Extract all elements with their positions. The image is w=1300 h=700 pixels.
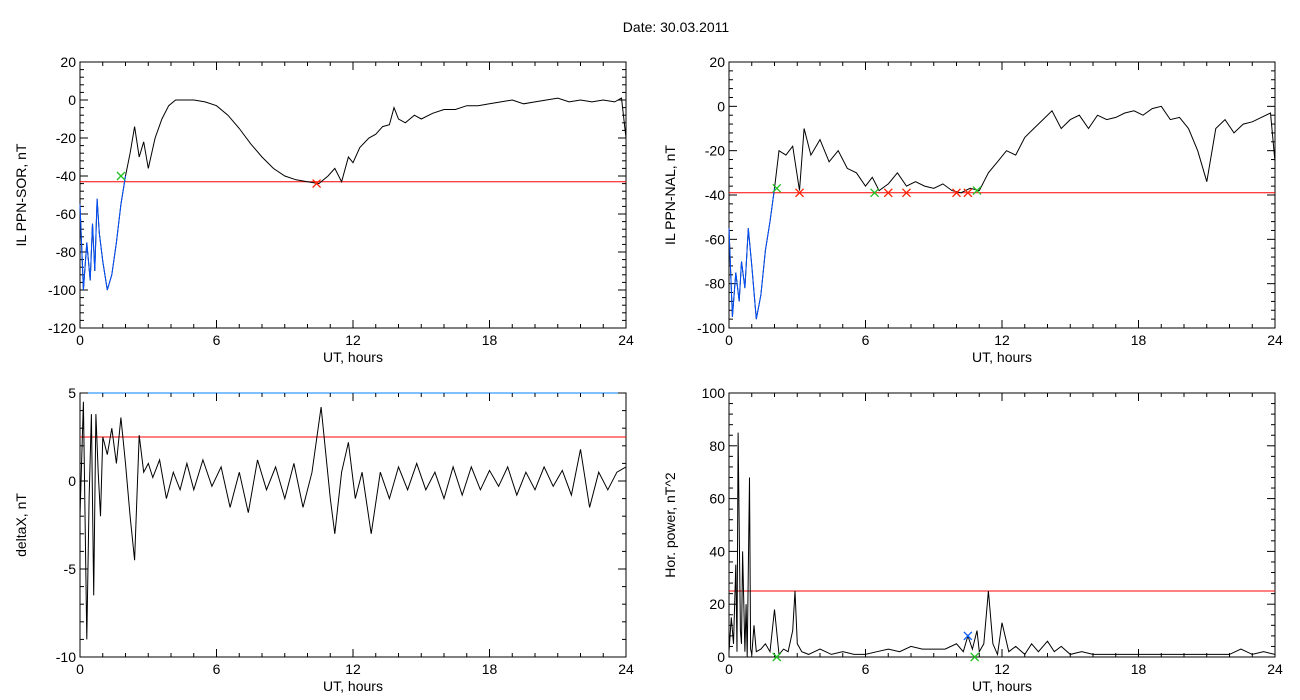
hor-power-marker [970, 652, 980, 662]
hor-power-marker [963, 631, 973, 641]
il-ppn-nal-chart: 0 6 12 18 24 -100 -80 -60 -40 -20 0 20 UT, hours IL P… [662, 54, 1283, 365]
hor-power-ytick-label: 20 [709, 596, 725, 612]
hor-power-xtick-label: 0 [725, 661, 733, 677]
il-ppn-nal-ytick-label: -20 [705, 143, 725, 159]
il-ppn-sor-xlabel: UT, hours [323, 349, 383, 365]
il-ppn-sor-ytick-label: -60 [56, 206, 76, 222]
il-ppn-nal-marker [901, 188, 911, 198]
il-ppn-nal-xtick-label: 18 [1131, 332, 1147, 348]
deltax-ylabel: deltaX, nT [13, 493, 29, 557]
hor-power-ytick-label: 100 [702, 385, 726, 401]
il-ppn-sor-marker [116, 171, 126, 181]
deltax-ytick-label: 5 [68, 385, 76, 401]
deltax-xtick-label: 6 [213, 661, 221, 677]
hor-power-chart: 0 6 12 18 24 0 20 40 60 80 100 UT, hours Hor. power,… [662, 385, 1283, 694]
il-ppn-nal-marker [883, 188, 893, 198]
il-ppn-nal-marker-stroke [772, 183, 782, 193]
il-ppn-sor-ytick-label: -40 [56, 168, 76, 184]
il-ppn-sor-xtick-label: 6 [213, 332, 221, 348]
il-ppn-sor-marker [312, 179, 322, 189]
il-ppn-nal-ytick-label: -100 [697, 320, 725, 336]
il-ppn-nal-marker [870, 188, 880, 198]
hor-power-xtick-label: 6 [862, 661, 870, 677]
il-ppn-sor-highlight-line [79, 175, 126, 291]
hor-power-xtick-label: 18 [1131, 661, 1147, 677]
il-ppn-nal-ylabel: IL PPN-NAL, nT [662, 145, 678, 245]
deltax-xtick-label: 18 [482, 661, 498, 677]
il-ppn-nal-marker [972, 186, 982, 196]
il-ppn-nal-marker-stroke [901, 188, 911, 198]
il-ppn-nal-marker-stroke [883, 188, 893, 198]
hor-power-ytick-label: 0 [717, 649, 725, 665]
il-ppn-sor-xtick-label: 0 [76, 332, 84, 348]
il-ppn-nal-series-line [728, 105, 1276, 320]
il-ppn-nal-xtick-label: 24 [1267, 332, 1283, 348]
deltax-series-line [79, 401, 627, 640]
hor-power-xlabel: UT, hours [972, 678, 1032, 694]
il-ppn-sor-xtick-label: 12 [345, 332, 361, 348]
il-ppn-nal-marker [772, 183, 782, 193]
il-ppn-sor-marker-stroke [116, 171, 126, 181]
il-ppn-sor-chart: 0 6 12 18 24 -120 -100 -80 -60 -40 -20 0 20 UT, hours… [13, 54, 634, 365]
il-ppn-nal-ytick-label: 20 [709, 54, 725, 70]
hor-power-ytick-label: 80 [709, 438, 725, 454]
il-ppn-nal-marker [795, 188, 804, 198]
il-ppn-sor-ytick-label: -20 [56, 130, 76, 146]
il-ppn-nal-marker [963, 188, 973, 198]
hor-power-ylabel: Hor. power, nT^2 [662, 472, 678, 578]
il-ppn-nal-ytick-label: -40 [705, 187, 725, 203]
il-ppn-sor-ytick-label: -120 [48, 320, 76, 336]
il-ppn-sor-xtick-label: 18 [482, 332, 498, 348]
il-ppn-nal-marker-stroke [870, 188, 880, 198]
hor-power-series-line [728, 432, 1276, 658]
il-ppn-nal-xlabel: UT, hours [972, 349, 1032, 365]
deltax-frame [79, 392, 627, 658]
hor-power-marker-stroke [772, 652, 782, 662]
il-ppn-nal-marker-stroke [795, 188, 804, 198]
hor-power-ytick-label: 60 [709, 491, 725, 507]
il-ppn-sor-ytick-label: 0 [68, 92, 76, 108]
il-ppn-sor-ylabel: IL PPN-SOR, nT [13, 143, 29, 246]
deltax-chart: 0 6 12 18 24 -10 -5 0 5 UT, hours deltaX, nT [13, 385, 634, 694]
deltax-xtick-label: 12 [345, 661, 361, 677]
il-ppn-nal-marker-stroke [952, 188, 961, 198]
il-ppn-sor-frame [79, 61, 627, 329]
il-ppn-sor-ytick-label: -100 [48, 282, 76, 298]
il-ppn-nal-ytick-label: -80 [705, 276, 725, 292]
il-ppn-nal-ytick-label: 0 [717, 98, 725, 114]
il-ppn-nal-marker-stroke [963, 188, 973, 198]
il-ppn-nal-frame [728, 61, 1276, 329]
il-ppn-nal-ytick-label: -60 [705, 231, 725, 247]
deltax-ytick-label: -10 [56, 649, 76, 665]
il-ppn-sor-xtick-label: 24 [618, 332, 634, 348]
deltax-xtick-label: 0 [76, 661, 84, 677]
il-ppn-sor-ytick-label: 20 [60, 54, 76, 70]
il-ppn-nal-xtick-label: 0 [725, 332, 733, 348]
deltax-xlabel: UT, hours [323, 678, 383, 694]
hor-power-frame [728, 392, 1276, 658]
il-ppn-nal-xtick-label: 6 [862, 332, 870, 348]
deltax-xtick-label: 24 [618, 661, 634, 677]
hor-power-xtick-label: 12 [994, 661, 1010, 677]
figure-date-title: Date: 30.03.2011 [622, 19, 730, 35]
il-ppn-nal-marker-stroke [972, 186, 982, 196]
il-ppn-nal-marker [952, 188, 961, 198]
il-ppn-sor-ytick-label: -80 [56, 244, 76, 260]
il-ppn-sor-series-line [79, 97, 627, 291]
hor-power-marker-stroke [963, 631, 973, 641]
il-ppn-nal-highlight-line [728, 188, 775, 320]
deltax-ytick-label: -5 [64, 561, 77, 577]
hor-power-marker-stroke [970, 652, 980, 662]
hor-power-marker [772, 652, 782, 662]
deltax-ytick-label: 0 [68, 473, 76, 489]
hor-power-xtick-label: 24 [1267, 661, 1283, 677]
hor-power-ytick-label: 40 [709, 543, 725, 559]
il-ppn-sor-marker-stroke [312, 179, 322, 189]
il-ppn-nal-xtick-label: 12 [994, 332, 1010, 348]
